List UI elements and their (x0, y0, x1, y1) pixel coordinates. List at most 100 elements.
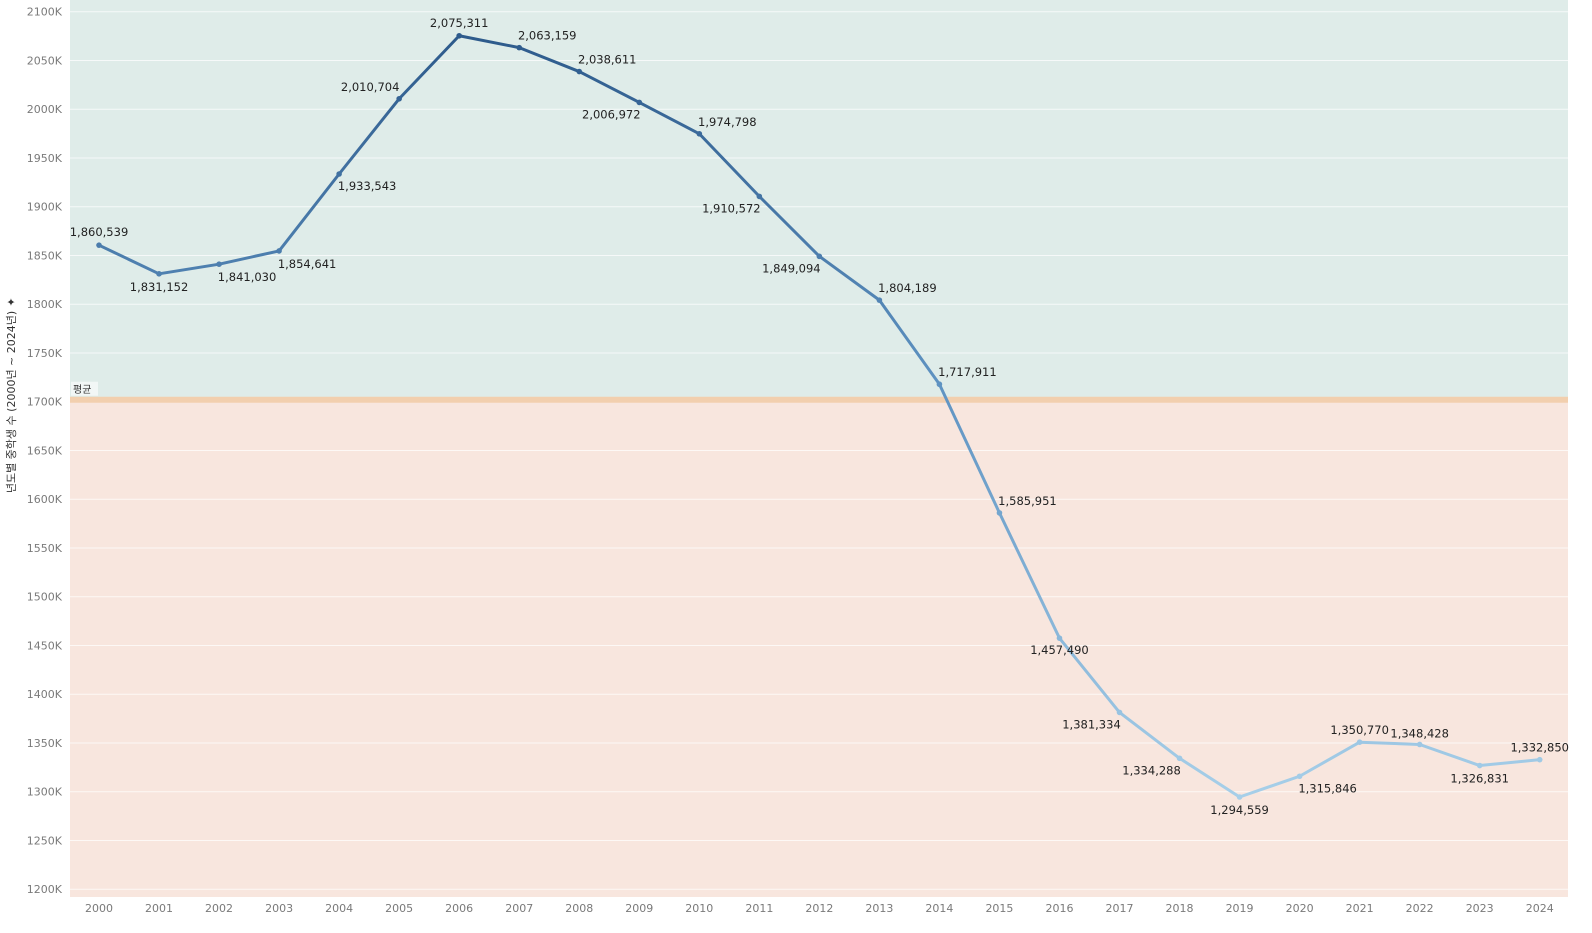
x-tick-label: 2011 (745, 902, 773, 915)
x-axis: 2000 2001 2002 2003 2004 2005 2006 2007 2008 2009… (85, 902, 1554, 915)
data-point (456, 32, 462, 39)
data-label: 1,933,543 (338, 179, 397, 193)
data-point (696, 130, 703, 137)
data-point (96, 242, 102, 248)
y-tick-label: 1350K (27, 737, 63, 750)
x-tick-label: 2007 (505, 902, 533, 915)
data-label: 1,334,288 (1122, 763, 1181, 777)
data-point (1536, 756, 1543, 763)
x-tick-label: 2005 (385, 902, 413, 915)
data-label: 1,348,428 (1390, 726, 1449, 740)
y-tick-label: 1650K (27, 444, 63, 457)
data-point (1476, 762, 1483, 769)
x-tick-label: 2001 (145, 902, 173, 915)
data-label: 2,006,972 (582, 107, 641, 121)
data-label: 1,804,189 (878, 281, 937, 295)
band-below-average (70, 399, 1568, 897)
data-point (1116, 709, 1123, 716)
y-axis: 1200K 1250K 1300K 1350K 1400K 1450K 1500K 1550K… (27, 6, 63, 897)
y-tick-label: 2000K (27, 103, 63, 116)
y-tick-label: 1300K (27, 786, 63, 799)
x-tick-label: 2018 (1166, 902, 1194, 915)
data-label: 2,075,311 (430, 16, 489, 30)
y-tick-label: 2050K (27, 54, 63, 67)
data-point (516, 44, 523, 51)
data-label: 1,350,770 (1330, 723, 1389, 737)
data-label: 1,381,334 (1062, 717, 1121, 731)
data-point (1236, 794, 1243, 800)
data-point (876, 297, 883, 303)
x-tick-label: 2010 (685, 902, 713, 915)
data-point (1296, 773, 1303, 780)
data-label: 1,315,846 (1298, 781, 1357, 795)
x-tick-label: 2004 (325, 902, 353, 915)
data-point (1416, 741, 1423, 748)
y-axis-title-group: 년도별 중학생 수 (2000년 ~ 2024년) ✦ (5, 297, 18, 493)
x-tick-label: 2012 (805, 902, 833, 915)
x-tick-label: 2013 (865, 902, 893, 915)
x-tick-label: 2009 (625, 902, 653, 915)
y-tick-label: 1250K (27, 834, 63, 847)
pin-icon: ✦ (5, 297, 18, 306)
data-label: 2,063,159 (518, 29, 577, 43)
y-tick-label: 1550K (27, 542, 63, 555)
data-point (1176, 755, 1183, 762)
data-label: 1,860,539 (70, 225, 129, 239)
data-label: 1,457,490 (1030, 643, 1089, 657)
data-label: 1,332,850 (1510, 741, 1569, 755)
data-point (1056, 635, 1063, 641)
data-point (756, 193, 763, 200)
reference-line-label: 평균 (73, 384, 91, 396)
y-tick-label: 1800K (27, 298, 63, 311)
data-label: 2,010,704 (341, 80, 400, 94)
y-tick-label: 2100K (27, 6, 63, 19)
x-tick-label: 2022 (1406, 902, 1434, 915)
y-tick-label: 1600K (27, 493, 63, 506)
data-point (276, 248, 282, 254)
data-label: 1,831,152 (130, 280, 189, 294)
x-tick-label: 2016 (1045, 902, 1073, 915)
x-tick-label: 2015 (985, 902, 1013, 915)
x-tick-label: 2023 (1466, 902, 1494, 915)
data-label: 1,841,030 (218, 270, 277, 284)
series-group (96, 32, 1543, 800)
x-tick-label: 2002 (205, 902, 233, 915)
y-tick-label: 1200K (27, 883, 63, 896)
data-point (1356, 739, 1363, 745)
reference-label-bg (71, 381, 98, 396)
reference-line-group: 평균 (70, 381, 1568, 403)
data-label: 1,717,911 (938, 365, 997, 379)
x-tick-label: 2003 (265, 902, 293, 915)
data-label: 1,974,798 (698, 115, 757, 129)
data-label: 1,326,831 (1450, 772, 1509, 786)
data-point (156, 271, 162, 277)
data-label: 1,854,641 (278, 257, 337, 271)
x-tick-label: 2024 (1526, 902, 1554, 915)
x-tick-label: 2019 (1226, 902, 1254, 915)
y-axis-title: 년도별 중학생 수 (2000년 ~ 2024년) (5, 311, 18, 493)
y-tick-label: 1450K (27, 639, 63, 652)
data-label: 1,294,559 (1210, 803, 1269, 817)
y-tick-label: 1950K (27, 152, 63, 165)
data-point (396, 95, 402, 102)
x-tick-label: 2021 (1346, 902, 1374, 915)
data-point (816, 253, 823, 260)
x-tick-label: 2006 (445, 902, 473, 915)
data-point (216, 261, 222, 267)
x-tick-label: 2020 (1286, 902, 1314, 915)
data-label: 1,910,572 (702, 201, 761, 215)
background-bands (70, 0, 1568, 897)
data-label: 2,038,611 (578, 53, 637, 67)
data-label: 1,585,951 (998, 494, 1057, 508)
x-tick-label: 2014 (925, 902, 953, 915)
y-tick-label: 1750K (27, 347, 63, 360)
data-point (996, 510, 1003, 516)
y-tick-label: 1400K (27, 688, 63, 701)
y-tick-label: 1900K (27, 201, 63, 214)
data-label: 1,849,094 (762, 261, 821, 275)
y-tick-label: 1700K (27, 396, 63, 409)
y-tick-label: 1850K (27, 249, 63, 262)
data-point (336, 171, 342, 177)
